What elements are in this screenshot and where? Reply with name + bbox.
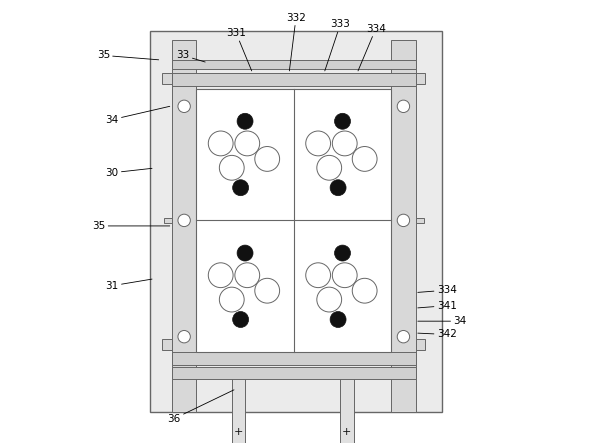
Circle shape bbox=[397, 100, 410, 113]
Circle shape bbox=[397, 214, 410, 227]
Circle shape bbox=[220, 287, 244, 312]
Bar bbox=[340, 374, 353, 443]
Circle shape bbox=[233, 311, 249, 327]
Bar bbox=[162, 339, 172, 350]
Text: +: + bbox=[342, 427, 352, 437]
Bar bbox=[162, 73, 172, 84]
Circle shape bbox=[317, 287, 342, 312]
Bar bbox=[172, 40, 197, 412]
Bar bbox=[197, 89, 391, 352]
Circle shape bbox=[237, 113, 253, 129]
Circle shape bbox=[317, 155, 342, 180]
Text: 334: 334 bbox=[418, 285, 456, 295]
Bar bbox=[416, 339, 426, 350]
Circle shape bbox=[334, 113, 350, 129]
Circle shape bbox=[332, 263, 357, 288]
Circle shape bbox=[208, 131, 233, 156]
Text: 33: 33 bbox=[176, 51, 205, 62]
Text: 31: 31 bbox=[105, 279, 152, 291]
Circle shape bbox=[332, 131, 357, 156]
Text: +: + bbox=[234, 427, 243, 437]
Bar bbox=[416, 218, 424, 223]
Circle shape bbox=[220, 155, 244, 180]
Circle shape bbox=[235, 131, 260, 156]
Text: 342: 342 bbox=[418, 330, 456, 339]
Bar bbox=[172, 352, 416, 365]
Circle shape bbox=[178, 214, 191, 227]
Bar bbox=[391, 40, 416, 412]
Circle shape bbox=[178, 330, 191, 343]
Text: 36: 36 bbox=[168, 390, 234, 424]
Bar bbox=[150, 31, 442, 412]
Circle shape bbox=[178, 100, 191, 113]
Circle shape bbox=[397, 330, 410, 343]
Text: 30: 30 bbox=[105, 168, 152, 178]
Bar bbox=[164, 218, 172, 223]
Circle shape bbox=[235, 263, 260, 288]
Circle shape bbox=[255, 278, 279, 303]
Bar bbox=[172, 60, 416, 69]
Circle shape bbox=[233, 180, 249, 196]
Circle shape bbox=[237, 245, 253, 261]
Bar bbox=[172, 367, 416, 379]
Text: 35: 35 bbox=[92, 221, 170, 231]
Bar bbox=[172, 73, 416, 86]
Circle shape bbox=[334, 245, 350, 261]
Circle shape bbox=[330, 180, 346, 196]
Circle shape bbox=[305, 263, 330, 288]
Circle shape bbox=[330, 311, 346, 327]
Text: 34: 34 bbox=[418, 316, 466, 326]
Text: 34: 34 bbox=[105, 106, 170, 124]
Circle shape bbox=[208, 263, 233, 288]
Text: 333: 333 bbox=[325, 19, 350, 71]
Text: 35: 35 bbox=[96, 51, 159, 60]
Text: 334: 334 bbox=[358, 24, 385, 71]
Text: 332: 332 bbox=[286, 13, 306, 71]
Bar bbox=[416, 73, 426, 84]
Text: 341: 341 bbox=[418, 301, 456, 311]
Text: 331: 331 bbox=[226, 28, 252, 71]
Circle shape bbox=[255, 147, 279, 171]
Circle shape bbox=[352, 278, 377, 303]
Circle shape bbox=[352, 147, 377, 171]
Circle shape bbox=[305, 131, 330, 156]
Bar bbox=[231, 374, 245, 443]
